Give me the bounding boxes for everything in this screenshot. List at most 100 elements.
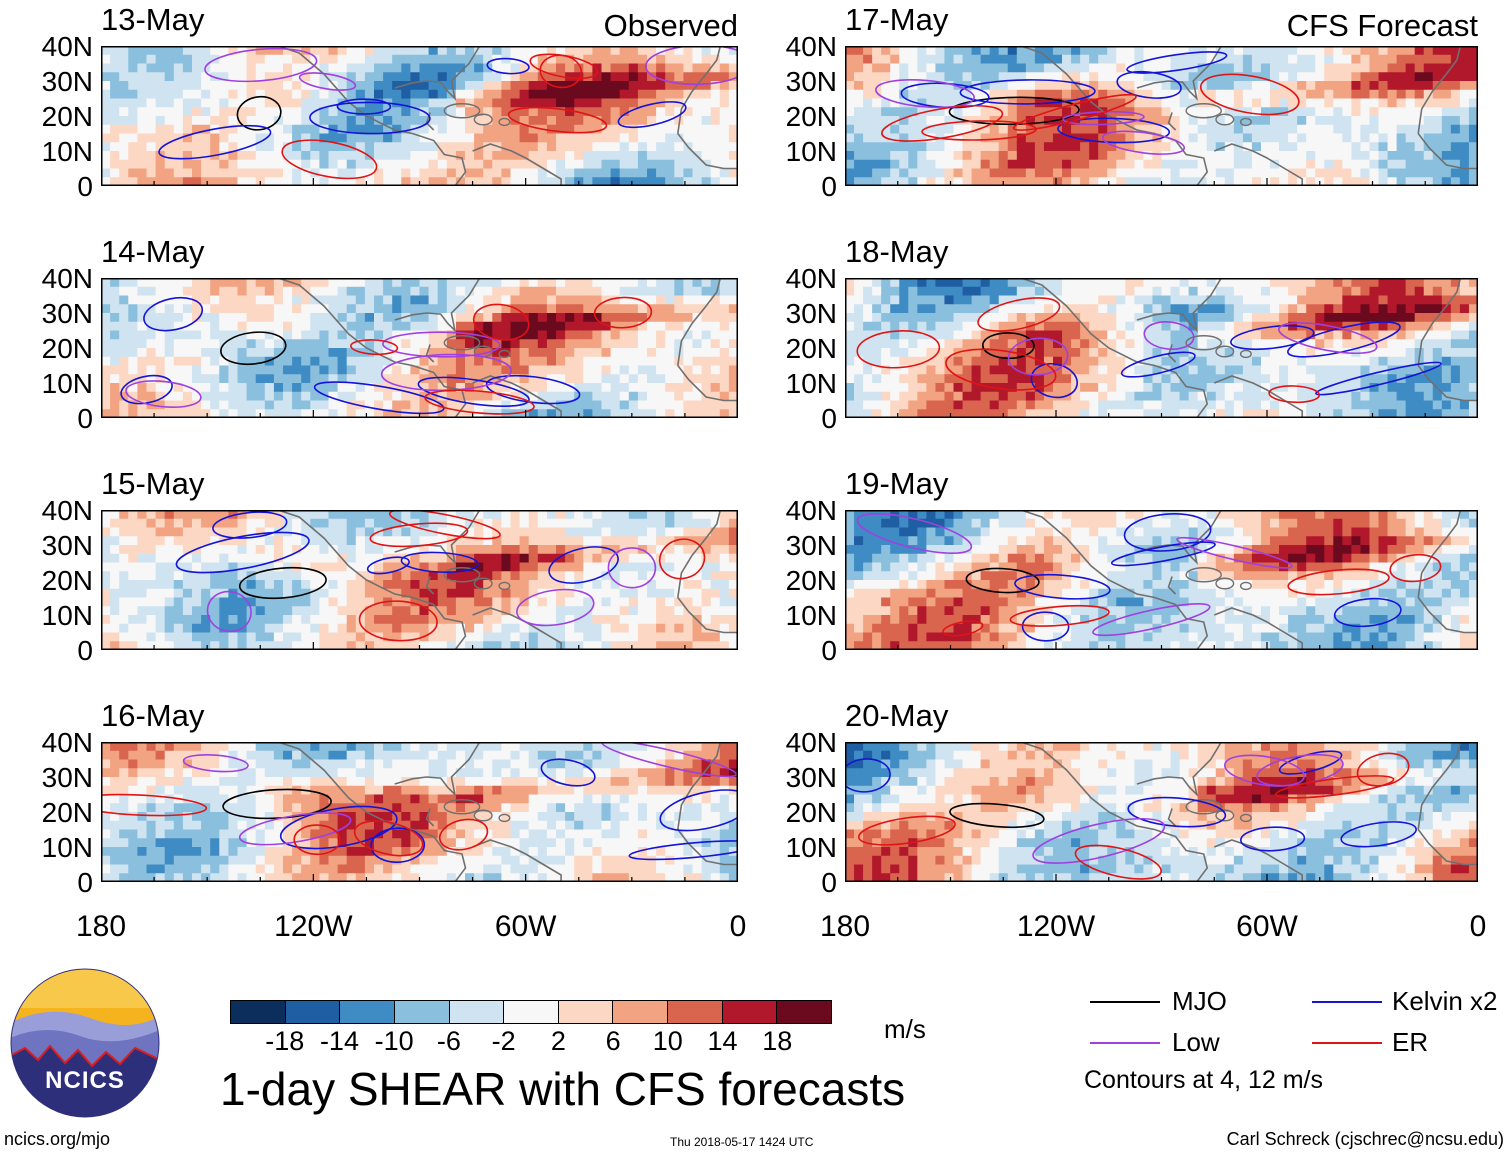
heatmap-cell [374,794,384,804]
heatmap-cell [483,545,493,555]
heatmap-cell [455,545,466,555]
heatmap-cell [374,838,384,848]
heatmap-cell [383,339,393,349]
heatmap-cell [273,742,284,752]
heatmap-cell [164,63,175,73]
heatmap-cell [683,777,694,787]
heatmap-cell [192,768,202,778]
heatmap-cell [401,785,411,796]
heatmap-cell [182,562,193,572]
heatmap-cell [110,330,120,340]
heatmap-cell [219,785,229,796]
heatmap-cell [446,873,457,882]
heatmap-cell [410,151,421,161]
heatmap-cell [155,142,166,152]
heatmap-cell [610,829,621,839]
heatmap-cell [674,768,684,778]
heatmap-cell [455,829,466,839]
heatmap-cell [292,864,302,874]
heatmap-cell [483,54,493,65]
heatmap-cell [337,46,348,56]
heatmap-cell [410,615,421,625]
heatmap-cell [410,107,421,117]
heatmap-cell [246,72,257,82]
heatmap-cell [710,829,721,839]
heatmap-cell [264,873,275,882]
heatmap-cell [392,374,402,384]
heatmap-cell [383,847,393,857]
heatmap-cell [465,133,475,143]
heatmap-cell [374,304,384,314]
heatmap-cell [483,518,493,529]
heatmap-cell [501,159,512,170]
heatmap-cell [647,391,657,402]
heatmap-cell [419,803,430,813]
heatmap-cell [110,365,120,375]
heatmap-cell [556,159,566,170]
heatmap-cell [419,536,430,546]
heatmap-cell [319,785,330,796]
heatmap-cell [701,72,712,82]
heatmap-cell [546,510,557,520]
heatmap-cell [301,838,311,848]
heatmap-cell [474,785,484,796]
heatmap-cell [583,553,593,564]
heatmap-cell [383,768,393,778]
heatmap-cell [619,838,630,848]
heatmap-cell [301,278,311,288]
heatmap-cell [465,750,475,761]
heatmap-cell [355,295,366,305]
heatmap-cell [546,348,557,358]
heatmap-cell [971,133,982,143]
heatmap-cell [474,794,484,804]
heatmap-cell [128,527,138,537]
heatmap-cell [637,785,648,796]
heatmap-cell [283,400,293,410]
heatmap-cell [292,142,302,152]
heatmap-cell [383,829,393,839]
heatmap-cell [601,313,612,323]
heatmap-cell [119,536,129,546]
heatmap-cell [337,527,348,537]
heatmap-cell [392,597,402,607]
heatmap-cell [355,536,366,546]
heatmap-cell [647,588,657,599]
heatmap-cell [310,641,320,650]
heatmap-cell [337,330,348,340]
heatmap-cell [683,597,694,607]
heatmap-cell [971,151,982,161]
heatmap-cell [164,365,175,375]
heatmap-cell [255,623,266,634]
heatmap-cell [273,286,284,297]
heatmap-cell [337,632,348,642]
heatmap-cell [610,518,621,529]
heatmap-cell [546,286,557,297]
heatmap-cell [119,518,129,529]
heatmap-cell [674,750,684,761]
heatmap-cell [656,89,666,100]
heatmap-cell [301,63,311,73]
heatmap-cell [492,562,502,572]
heatmap-cell [574,295,584,305]
heatmap-cell [410,527,421,537]
heatmap-cell [881,72,891,82]
heatmap-cell [1025,72,1036,82]
heatmap-cell [119,777,129,787]
y-tick-label: 30N [785,66,837,97]
heatmap-cell [519,562,530,572]
heatmap-cell [592,107,603,117]
heatmap-cell [610,623,621,634]
heatmap-cell [283,750,293,761]
heatmap-cell [164,562,175,572]
heatmap-cell [146,339,157,349]
heatmap-cell [364,278,375,288]
heatmap-cell [137,98,148,108]
heatmap-cell [863,107,873,117]
heatmap-cell [710,89,721,100]
heatmap-cell [337,54,348,65]
heatmap-cell [528,391,539,402]
heatmap-cell [917,89,927,100]
heatmap-cell [346,641,357,650]
heatmap-cell [483,391,493,402]
heatmap-cell [656,321,666,332]
